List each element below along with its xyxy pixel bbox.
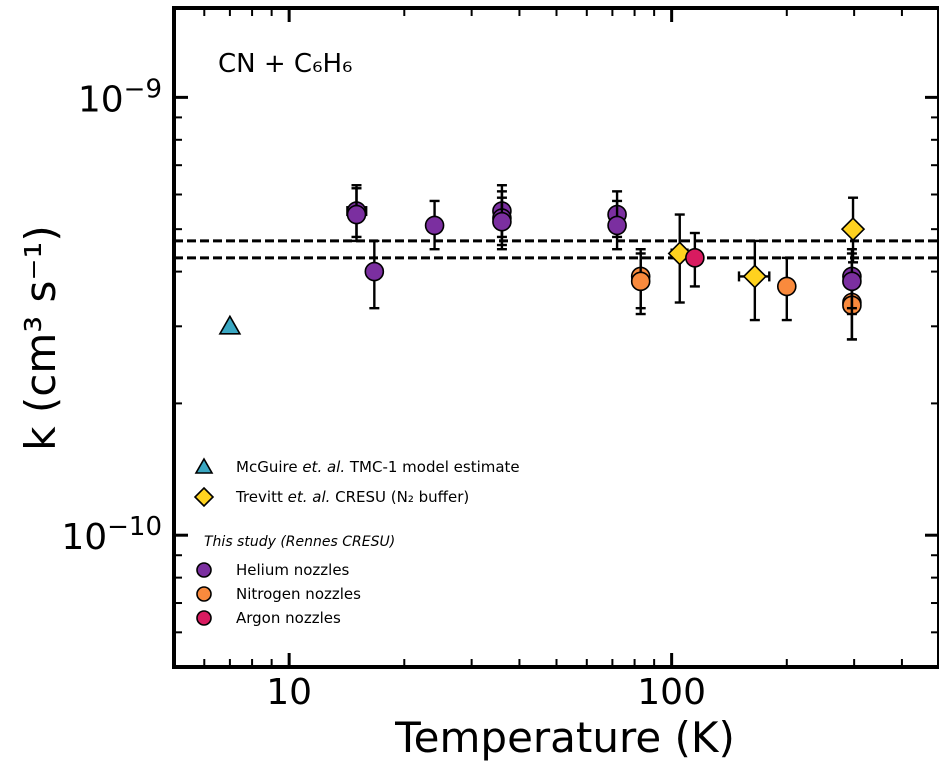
legend-label: Nitrogen nozzles — [236, 585, 361, 603]
legend-label: Helium nozzles — [236, 561, 350, 579]
x-tick-label: 10 — [266, 672, 312, 713]
legend-marker — [196, 586, 212, 602]
chart-annotation: CN + C₆H₆ — [218, 49, 352, 79]
y-axis-label: k (cm³ s⁻¹) — [16, 225, 65, 451]
data-point-triangle — [218, 314, 242, 335]
x-axis-title: Temperature (K) — [394, 713, 735, 762]
legend-label: Argon nozzles — [236, 609, 341, 627]
legend-marker — [196, 610, 212, 626]
legend-marker — [196, 562, 212, 578]
reference-lines — [174, 239, 939, 260]
plot-frame — [172, 6, 939, 669]
legend-label: Trevitt et. al. CRESU (N₂ buffer) — [235, 488, 469, 506]
data-point-circle — [842, 271, 862, 292]
legend-marker — [194, 457, 214, 474]
legend-label: McGuire et. al. TMC-1 model estimate — [236, 458, 520, 476]
data-point-diamond — [742, 264, 767, 289]
data-point-circle — [630, 271, 651, 292]
data-point-circle — [492, 211, 512, 232]
data-point-diamond — [840, 217, 866, 242]
axis-ticks — [173, 8, 939, 667]
legend-marker — [193, 486, 215, 508]
data-point-circle — [776, 276, 797, 297]
x-tick-label: 100 — [637, 672, 706, 713]
legend-group-title: This study (Rennes CRESU) — [204, 534, 395, 550]
data-points — [218, 184, 866, 341]
data-point-circle — [685, 248, 705, 268]
legend: McGuire et. al. TMC-1 model estimate Trev… — [193, 457, 520, 627]
y-tick-label: 10−10 — [61, 512, 162, 558]
data-point-circle — [346, 204, 367, 225]
data-point-circle — [424, 215, 445, 236]
data-point-circle — [364, 261, 385, 282]
data-point-diamond — [667, 241, 692, 266]
tick-labels: 10 100 10−10 10−9 — [61, 74, 706, 713]
data-point-circle — [607, 215, 627, 236]
y-axis-title: k (cm³ s⁻¹) — [16, 225, 65, 451]
y-tick-label: 10−9 — [78, 74, 162, 120]
